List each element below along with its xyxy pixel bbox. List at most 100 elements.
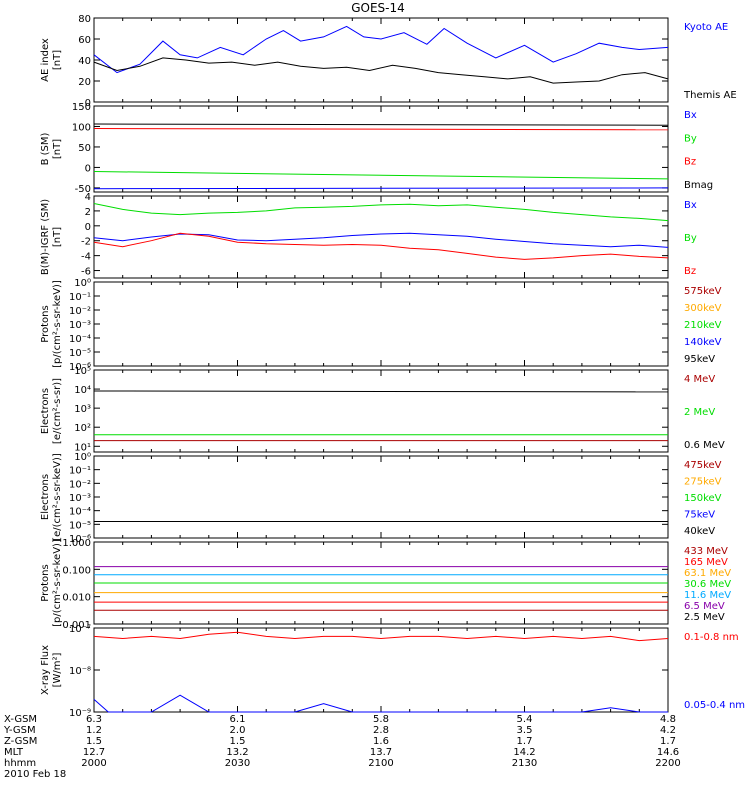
y-tick-label: 50 bbox=[78, 143, 91, 154]
y-tick-label: 10⁻⁶ bbox=[69, 534, 91, 545]
y-tick-label: 150 bbox=[72, 102, 91, 113]
x-axis-value: 6.1 bbox=[230, 714, 246, 725]
y-tick-label: 40 bbox=[78, 56, 91, 67]
legend-label: 75keV bbox=[684, 510, 715, 521]
y-axis-label: [nT] bbox=[52, 50, 63, 70]
legend-label: 2.5 MeV bbox=[684, 612, 725, 623]
series-line bbox=[93, 390, 669, 393]
legend-label: 0.05-0.4 nm bbox=[684, 700, 745, 711]
legend-label: 4 MeV bbox=[684, 374, 715, 385]
panel-frame bbox=[93, 455, 669, 539]
legend-label: Bx bbox=[684, 110, 697, 121]
y-axis-label: AE index bbox=[40, 38, 51, 82]
y-tick-label: 0.001 bbox=[62, 620, 91, 631]
x-axis-value: 3.5 bbox=[517, 725, 533, 736]
y-tick-label: 10⁻⁴ bbox=[69, 507, 91, 518]
y-tick-label: 0 bbox=[85, 98, 91, 109]
legend-label: Themis AE bbox=[683, 90, 737, 101]
y-tick-label: 20 bbox=[78, 77, 91, 88]
y-tick-label: 10⁻² bbox=[69, 479, 91, 490]
y-tick-label: 0.010 bbox=[62, 593, 91, 604]
y-tick-label: 10⁻⁷ bbox=[69, 624, 91, 635]
y-tick-label: 10² bbox=[74, 423, 91, 434]
y-tick-label: 0.100 bbox=[62, 565, 91, 576]
x-axis-value: 1.5 bbox=[86, 736, 102, 747]
panel-1: 0 20 40 60 80 AE index [nT] Kyoto AE Themis AE bbox=[40, 14, 737, 109]
series-line bbox=[93, 57, 669, 84]
y-tick-label: 2 bbox=[85, 207, 91, 218]
y-tick-label: 80 bbox=[78, 14, 91, 25]
y-tick-label: 10⁻⁹ bbox=[69, 708, 91, 719]
y-tick-label: 10⁻⁵ bbox=[69, 520, 91, 531]
x-axis-row-label: MLT bbox=[4, 747, 24, 758]
y-tick-label: 10⁴ bbox=[74, 385, 91, 396]
legend-label: 275keV bbox=[684, 477, 722, 488]
x-axis-value: 5.4 bbox=[517, 714, 533, 725]
y-tick-label: -2 bbox=[81, 237, 91, 248]
chart-title: GOES-14 bbox=[351, 1, 405, 15]
y-axis-label: B(M)-IGRF (SM) bbox=[40, 199, 51, 275]
legend-label: By bbox=[684, 233, 697, 244]
y-axis-label: X-ray Flux bbox=[40, 645, 51, 695]
legend-label: 11.6 MeV bbox=[684, 590, 731, 601]
y-tick-label: 10⁻³ bbox=[69, 493, 91, 504]
x-axis-value: 14.6 bbox=[657, 747, 679, 758]
legend-label: Bz bbox=[684, 266, 696, 277]
y-axis-label: [e/(cm²-s-sr)] bbox=[52, 378, 63, 444]
y-axis-label: B (SM) bbox=[40, 132, 51, 165]
y-axis-label: [nT] bbox=[52, 227, 63, 247]
legend-label: 140keV bbox=[684, 337, 722, 348]
y-axis-label: Electrons bbox=[40, 474, 51, 520]
x-axis-value: 12.7 bbox=[83, 747, 105, 758]
y-tick-label: 10⁻² bbox=[69, 306, 91, 317]
x-axis-value: 2200 bbox=[655, 758, 680, 769]
y-axis-label: [W/m²] bbox=[52, 652, 63, 687]
legend-label: Kyoto AE bbox=[684, 22, 728, 33]
x-axis-value: 2000 bbox=[81, 758, 106, 769]
legend-label: 165 MeV bbox=[684, 557, 728, 568]
y-tick-label: 1.000 bbox=[62, 538, 91, 549]
y-tick-label: 10⁻⁸ bbox=[69, 666, 91, 677]
panel-frame bbox=[93, 17, 669, 103]
x-axis-value: 1.2 bbox=[86, 725, 102, 736]
x-axis-row-label: Y-GSM bbox=[3, 725, 36, 736]
y-axis-label: Electrons bbox=[40, 388, 51, 434]
x-axis-value: 13.7 bbox=[370, 747, 392, 758]
x-axis-value: 2100 bbox=[368, 758, 393, 769]
y-tick-label: -6 bbox=[81, 267, 91, 278]
legend-label: 6.5 MeV bbox=[684, 601, 725, 612]
x-axis-value: 2030 bbox=[225, 758, 250, 769]
y-tick-label: 60 bbox=[78, 35, 91, 46]
x-axis-row-label: Z-GSM bbox=[4, 736, 37, 747]
x-axis-value: 2130 bbox=[512, 758, 537, 769]
series-line bbox=[93, 123, 669, 126]
legend-label: Bmag bbox=[684, 180, 713, 191]
x-axis-value: 1.5 bbox=[230, 736, 246, 747]
panel-frame bbox=[93, 195, 669, 279]
legend-label: 300keV bbox=[684, 303, 722, 314]
y-axis-label: [e/(cm²-s-sr-keV)] bbox=[52, 453, 63, 541]
legend-label: 0.1-0.8 nm bbox=[684, 632, 739, 643]
legend-label: 210keV bbox=[684, 320, 722, 331]
x-axis-value: 6.3 bbox=[86, 714, 102, 725]
legend-label: Bz bbox=[684, 157, 696, 168]
panel-8: 10⁻⁷ 10⁻⁸ 10⁻⁹ X-ray Flux [W/m²] 0.1-0.8 nm 0.… bbox=[40, 624, 745, 719]
legend-label: 150keV bbox=[684, 493, 722, 504]
panel-5: 10¹ 10² 10³ 10⁴ 10⁵ Electrons [e/(cm²-s-sr)] 4 … bbox=[40, 366, 725, 453]
x-axis-value: 5.8 bbox=[373, 714, 389, 725]
series-line bbox=[93, 128, 669, 131]
x-axis-value: 2.0 bbox=[230, 725, 246, 736]
y-tick-label: 10¹ bbox=[74, 442, 91, 453]
series-line bbox=[93, 694, 668, 713]
y-tick-label: -4 bbox=[81, 252, 91, 263]
panel-frame bbox=[93, 281, 669, 367]
x-axis-row-label: X-GSM bbox=[4, 714, 37, 725]
x-axis-row-label: hhmm bbox=[4, 758, 36, 769]
y-axis-label: [nT] bbox=[52, 139, 63, 159]
x-axis-value: 1.7 bbox=[660, 736, 676, 747]
y-tick-label: 4 bbox=[85, 192, 91, 203]
legend-label: Bx bbox=[684, 200, 697, 211]
y-axis-label: Protons bbox=[40, 564, 51, 601]
y-tick-label: -50 bbox=[75, 184, 91, 195]
panel-3: -6 -4 -2 0 2 4 B(M)-IGRF (SM) [nT] Bx By Bz bbox=[40, 192, 697, 279]
